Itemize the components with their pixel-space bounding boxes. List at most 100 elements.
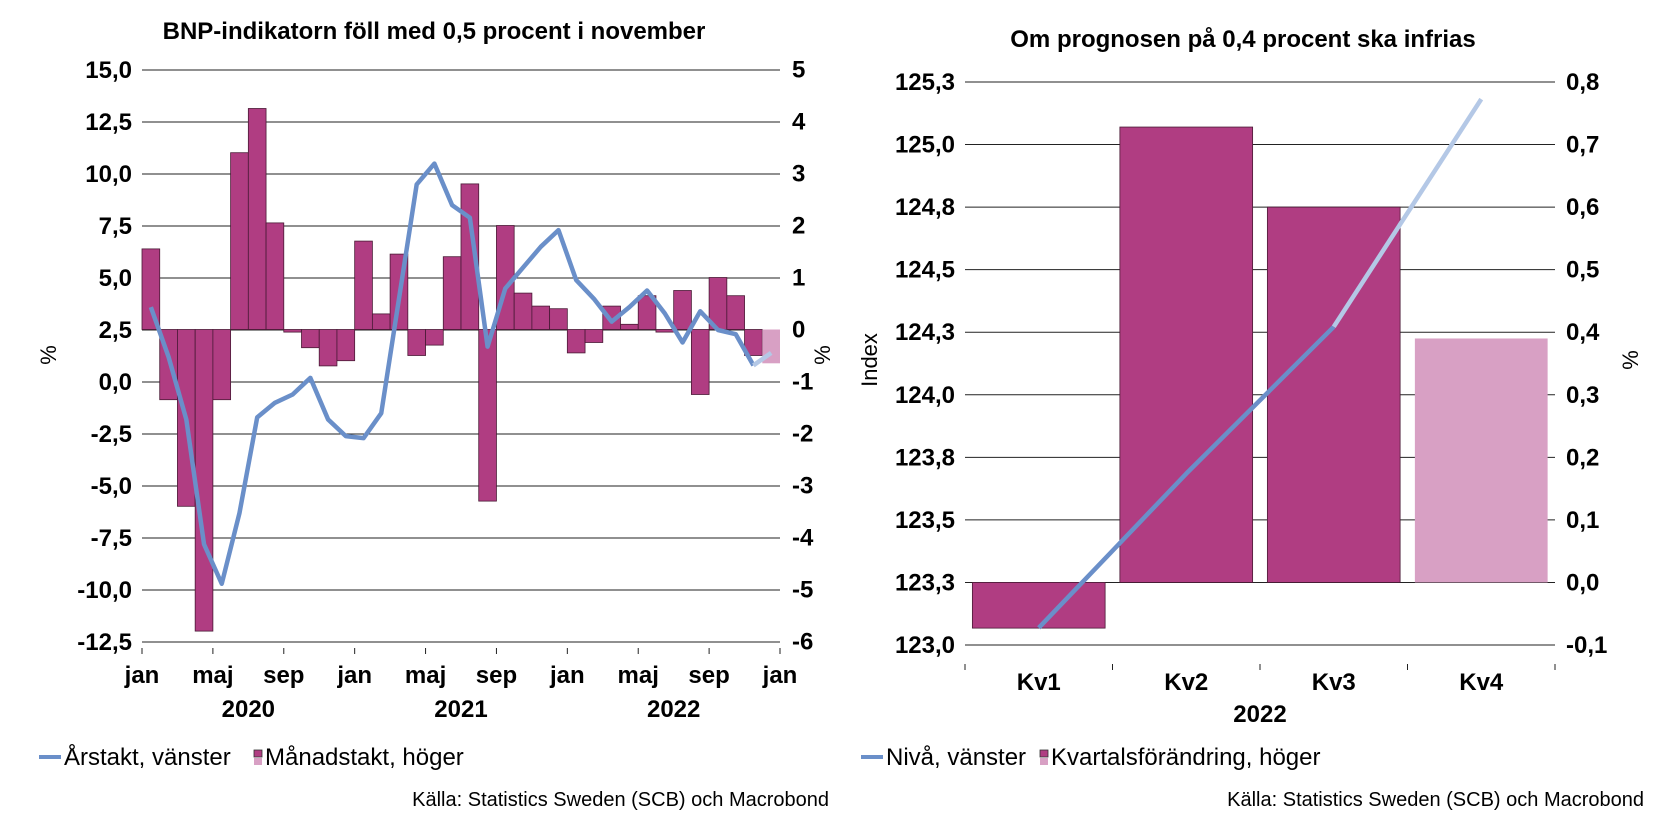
chart1-bar: [247, 108, 267, 330]
chart2-legend: Nivå, vänster Kvartalsförändring, höger: [861, 744, 1320, 771]
chart1-bar: [371, 313, 391, 330]
chart2-right-axis-label: %: [1618, 350, 1643, 370]
chart1-bar: [442, 256, 462, 330]
chart1-bar: [318, 329, 338, 367]
chart1-bar: [354, 240, 373, 330]
chart2-left-tick-label: 123,5: [895, 507, 955, 534]
chart-quarterly-gdp: Om prognosen på 0,4 procent ska infrias …: [857, 26, 1644, 811]
chart2-category-label: Kv4: [1459, 669, 1504, 696]
chart1-right-tick-label: 3: [792, 161, 805, 188]
chart1-right-axis-label: %: [810, 345, 835, 365]
legend-bar-forecast-swatch: [1040, 758, 1048, 765]
chart1-x-tick-label: sep: [476, 662, 517, 689]
chart2-right-tick-label: 0,6: [1566, 194, 1599, 221]
chart1-right-tick-label: -6: [792, 629, 813, 656]
chart1-x-tick-label: sep: [263, 662, 304, 689]
chart2-legend-bar-label: Kvartalsförändring, höger: [1051, 744, 1320, 771]
chart2-x-year: 2022: [1233, 701, 1286, 728]
chart1-bar: [566, 329, 586, 354]
chart1-legend: Årstakt, vänster Månadstakt, höger: [39, 743, 464, 771]
chart1-left-tick-label: -5,0: [91, 473, 132, 500]
chart1-bar: [301, 329, 320, 349]
chart2-left-tick-label: 123,3: [895, 569, 955, 596]
chart2-category-label: Kv1: [1017, 669, 1061, 696]
chart1-left-axis: 15,0 12,5 10,0 7,5 5,0 2,5 0,0 -2,5 -5,0 -7,5 -10,…: [77, 57, 132, 656]
chart1-right-tick-label: -4: [792, 525, 814, 552]
legend-bar-swatch: [1039, 749, 1049, 758]
chart1-right-tick-label: 2: [792, 213, 805, 240]
chart2-right-tick-label: 0,3: [1566, 382, 1599, 409]
chart2-left-tick-label: 125,0: [895, 132, 955, 159]
chart2-title: Om prognosen på 0,4 procent ska infrias: [1010, 26, 1475, 53]
chart1-bar: [620, 323, 639, 330]
chart1-x-tick-label: maj: [618, 662, 659, 689]
chart1-left-tick-label: 10,0: [85, 161, 132, 188]
chart1-left-tick-label: 12,5: [85, 109, 132, 136]
chart1-x-tick-label: jan: [336, 662, 372, 689]
chart2-right-tick-label: 0,1: [1566, 507, 1599, 534]
chart1-legend-item-bar: Månadstakt, höger: [253, 744, 464, 771]
chart1-bar: [513, 292, 533, 330]
chart1-bar: [460, 183, 480, 330]
chart1-bar: [212, 329, 232, 401]
chart1-x-year-label: 2022: [647, 696, 700, 723]
chart1-left-tick-label: 15,0: [85, 57, 132, 84]
chart1-x-year-label: 2021: [434, 696, 487, 723]
chart1-right-tick-label: -5: [792, 577, 813, 604]
chart1-line: [148, 161, 773, 587]
chart1-bar: [407, 329, 426, 356]
chart1-x-tick-label: jan: [124, 662, 160, 689]
chart2-source: Källa: Statistics Sweden (SCB) och Macro…: [1227, 789, 1644, 811]
chart2-right-tick-label: 0,4: [1566, 319, 1600, 346]
chart1-legend-line-label: Årstakt, vänster: [64, 743, 231, 771]
chart1-bar: [655, 329, 675, 333]
chart1-right-tick-label: 4: [792, 109, 806, 136]
chart2-left-tick-label: 123,0: [895, 632, 955, 659]
chart1-right-tick-label: 1: [792, 265, 805, 292]
chart1-left-tick-label: 7,5: [99, 213, 132, 240]
chart2-bar: [1266, 206, 1401, 583]
chart2-left-tick-label: 124,5: [895, 257, 955, 284]
chart2-bar: [1414, 338, 1548, 583]
chart1-bar: [673, 290, 692, 330]
chart1-bar: [726, 295, 745, 330]
chart1-bar: [549, 308, 568, 330]
chart1-x-year-label: 2020: [222, 696, 275, 723]
chart1-x-tick-label: maj: [405, 662, 446, 689]
chart2-right-tick-label: 0,5: [1566, 257, 1599, 284]
chart2-bar: [971, 582, 1106, 629]
chart2-right-tick-label: -0,1: [1566, 632, 1607, 659]
chart1-bars: [141, 108, 780, 632]
chart1-legend-bar-label: Månadstakt, höger: [265, 744, 464, 771]
chart2-series-line-forecast: [1331, 97, 1484, 329]
chart1-right-tick-label: 5: [792, 57, 805, 84]
chart2-left-tick-label: 123,8: [895, 444, 955, 471]
chart2-bar: [1119, 126, 1254, 583]
chart1-right-tick-label: -2: [792, 421, 813, 448]
chart2-x-axis: Kv1 Kv2 Kv3 Kv4: [964, 664, 1556, 696]
legend-bar-swatch: [253, 749, 263, 758]
chart1-bar: [283, 329, 302, 333]
chart1-bar: [602, 305, 621, 330]
chart2-left-tick-label: 125,3: [895, 69, 955, 96]
chart1-bar: [336, 329, 356, 362]
chart2-left-tick-label: 124,8: [895, 194, 955, 221]
chart1-left-axis-label: %: [36, 345, 61, 365]
chart2-right-tick-label: 0,8: [1566, 69, 1599, 96]
chart2-right-tick-label: 0,7: [1566, 132, 1599, 159]
chart2-bars: [971, 126, 1548, 629]
chart1-x-tick-label: jan: [549, 662, 585, 689]
chart1-bar: [230, 152, 249, 330]
chart2-legend-line-label: Nivå, vänster: [886, 744, 1026, 771]
chart1-left-tick-label: 0,0: [99, 369, 132, 396]
chart1-x-tick-label: maj: [192, 662, 233, 689]
chart-monthly-gdp: BNP-indikatorn föll med 0,5 procent i no…: [36, 18, 835, 811]
chart1-series-line: [148, 161, 756, 587]
chart1-bar: [425, 329, 444, 346]
chart2-left-tick-label: 124,3: [895, 319, 955, 346]
chart1-title: BNP-indikatorn föll med 0,5 procent i no…: [163, 18, 706, 45]
chart1-bar: [531, 305, 551, 330]
chart1-left-tick-label: -7,5: [91, 525, 132, 552]
chart1-source: Källa: Statistics Sweden (SCB) och Macro…: [412, 789, 829, 811]
